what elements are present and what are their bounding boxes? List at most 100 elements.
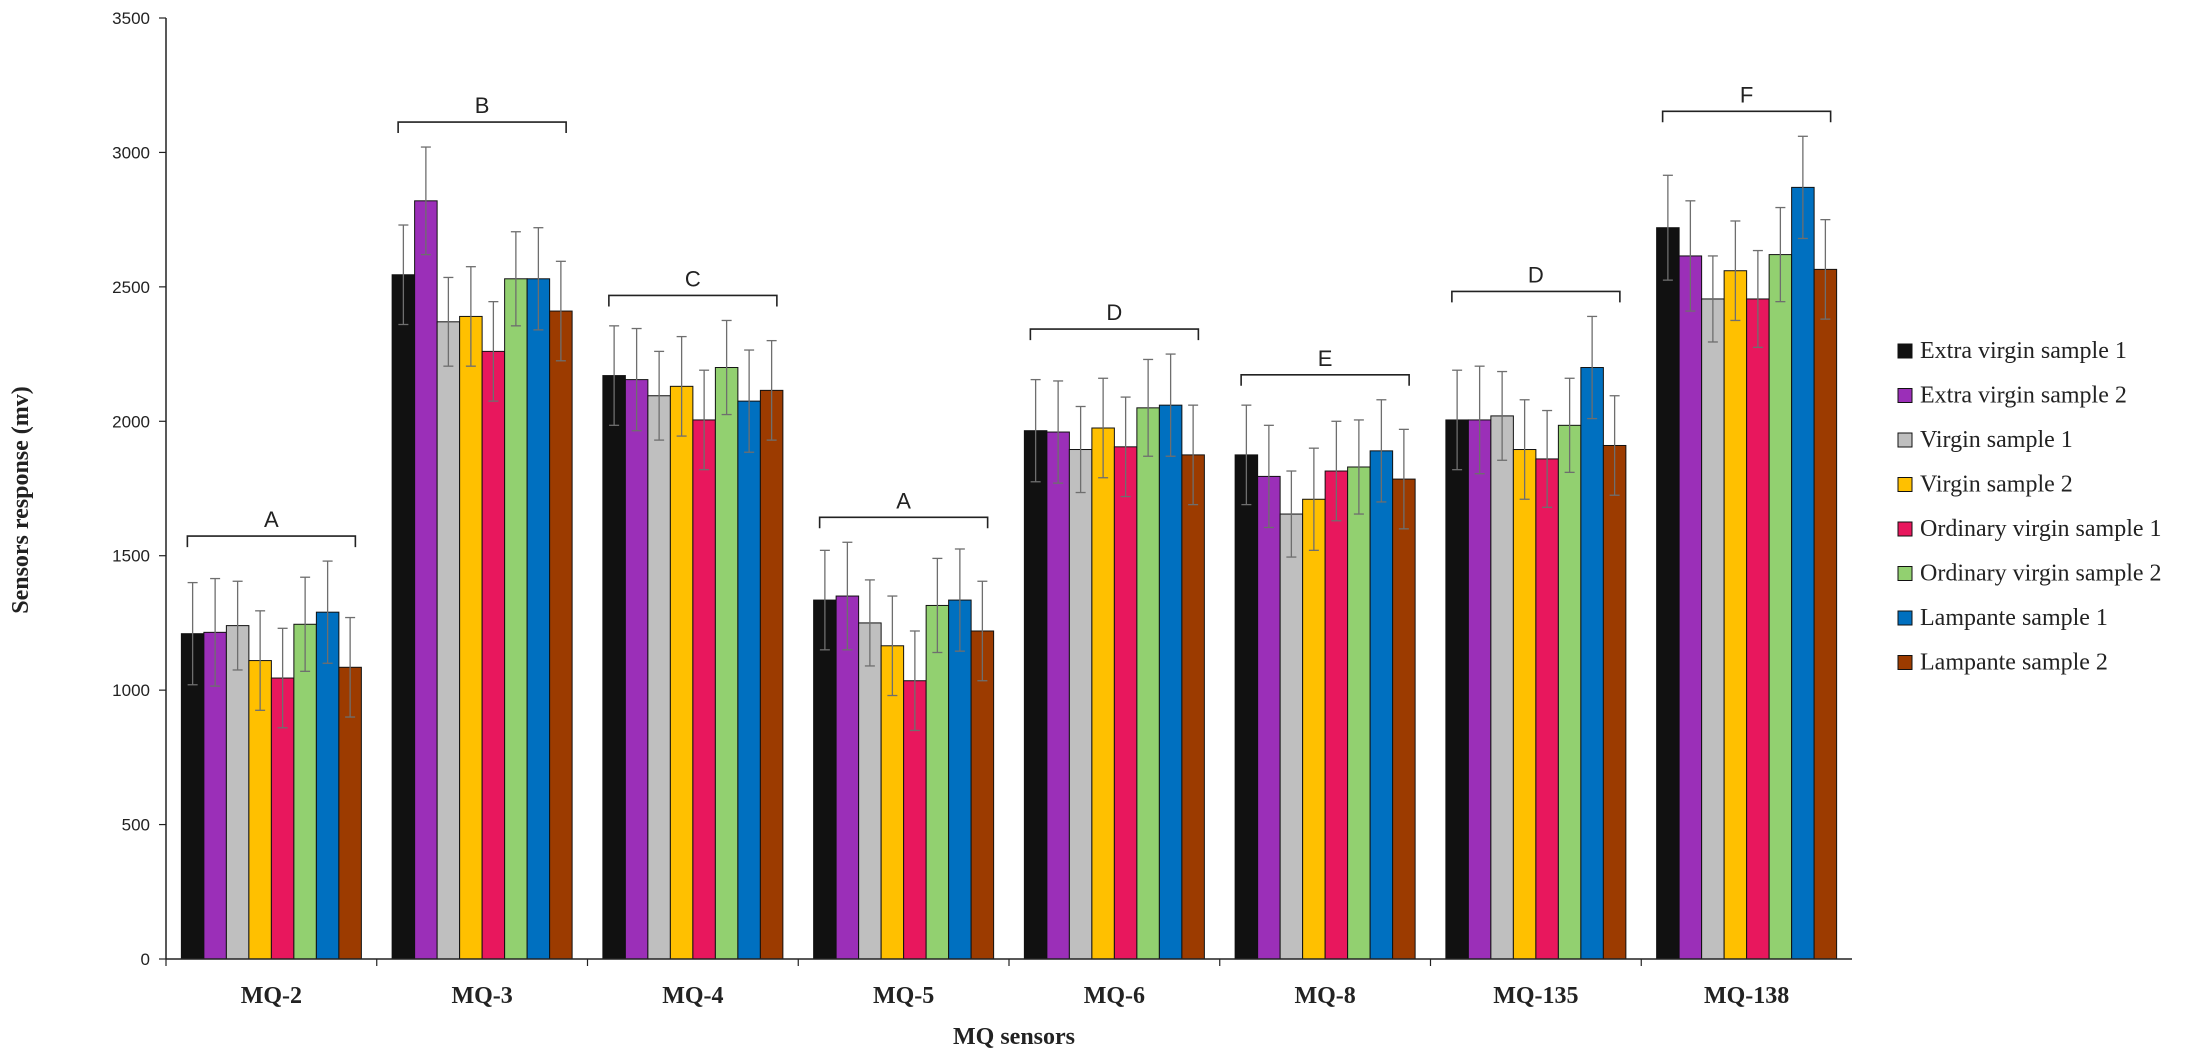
bar — [1158, 404, 1183, 960]
group-label: E — [1318, 346, 1333, 371]
bar — [1445, 419, 1469, 960]
x-axis-label: MQ sensors — [953, 1024, 1075, 1050]
legend-swatch — [1897, 432, 1913, 448]
group-bracket — [1661, 110, 1832, 123]
legend-swatch — [1897, 477, 1913, 492]
bar — [647, 395, 671, 960]
y-tick-label: 3500 — [112, 9, 150, 28]
bar — [858, 622, 882, 960]
bar — [1392, 478, 1416, 960]
y-tick-label: 1000 — [112, 681, 150, 700]
y-axis: 0 500 1000 1500 2000 2500 3000 3500 — [112, 9, 167, 969]
bar — [414, 200, 438, 960]
bar — [526, 278, 551, 960]
bar — [1324, 470, 1349, 960]
bar — [391, 274, 416, 960]
legend-swatch — [1897, 655, 1913, 670]
bar — [293, 623, 317, 960]
y-tick-label: 500 — [122, 816, 150, 835]
x-axis: MQ-2 MQ-3 MQ-4 MQ-5 MQ-6 MQ-8 MQ-135 MQ-138 — [165, 958, 1852, 1009]
bar — [1257, 475, 1281, 960]
legend-label: Lampante sample 1 — [1920, 605, 2108, 631]
x-tick-label: MQ-138 — [1704, 983, 1789, 1009]
bar — [669, 385, 694, 960]
y-tick-label: 1500 — [112, 547, 150, 566]
bar — [1091, 427, 1115, 960]
bar — [481, 350, 506, 960]
legend-label: Ordinary virgin sample 1 — [1920, 516, 2162, 542]
legend-swatch — [1897, 610, 1913, 626]
legend-label: Extra virgin sample 1 — [1920, 338, 2127, 364]
legend: Extra virgin sample 1 Extra virgin sample… — [1897, 338, 2162, 676]
bar — [1046, 431, 1070, 960]
bar — [436, 321, 461, 960]
bar — [948, 599, 972, 960]
bar — [1369, 450, 1394, 960]
bar — [504, 278, 528, 960]
bar — [1813, 268, 1838, 960]
y-tick-label: 2500 — [112, 278, 150, 297]
bar — [1723, 270, 1748, 960]
bar — [1580, 367, 1604, 960]
group-label: A — [896, 488, 911, 513]
error-bars — [187, 135, 1831, 732]
group-bracket — [608, 294, 778, 307]
bar — [835, 595, 860, 960]
legend-label: Virgin sample 1 — [1920, 427, 2073, 453]
bar — [315, 611, 340, 960]
bar — [1467, 419, 1492, 960]
legend-label: Extra virgin sample 2 — [1920, 383, 2127, 409]
group-label: A — [264, 507, 279, 532]
bar — [1746, 298, 1770, 960]
bar — [692, 419, 716, 960]
y-tick-label: 3000 — [112, 143, 150, 162]
bar — [714, 367, 739, 960]
bar — [1490, 415, 1514, 960]
group-label: D — [1106, 300, 1122, 325]
bar — [1701, 298, 1725, 960]
group-label: F — [1740, 82, 1753, 107]
legend-label: Virgin sample 2 — [1920, 472, 2073, 498]
bar — [1602, 444, 1627, 960]
y-tick-label: 2000 — [112, 412, 150, 431]
bar — [1302, 498, 1326, 960]
bar — [1136, 407, 1160, 960]
legend-swatch — [1897, 388, 1913, 403]
legend-label: Lampante sample 2 — [1920, 650, 2108, 676]
x-tick-label: MQ-6 — [1084, 983, 1145, 1009]
group-bracket — [1451, 290, 1621, 303]
bar — [225, 625, 250, 960]
group-bracket — [186, 535, 357, 548]
x-tick-label: MQ-2 — [241, 983, 302, 1009]
bar — [1557, 424, 1582, 960]
x-tick-label: MQ-3 — [451, 983, 512, 1009]
bar — [1512, 449, 1537, 960]
bar — [549, 310, 573, 960]
bar — [1234, 454, 1259, 960]
y-tick-label: 0 — [141, 950, 150, 969]
bar — [1656, 227, 1680, 960]
bar — [813, 599, 837, 960]
bar — [1535, 458, 1559, 960]
x-tick-label: MQ-135 — [1493, 983, 1578, 1009]
bar — [1181, 454, 1205, 960]
bar — [759, 389, 784, 960]
bar — [602, 375, 626, 960]
x-tick-label: MQ-5 — [873, 983, 934, 1009]
y-axis-label: Sensors response (mv) — [8, 386, 34, 614]
group-bracket — [397, 121, 567, 134]
group-brackets: A B C A D E D F — [186, 82, 1832, 548]
bar — [1347, 466, 1371, 960]
bar — [1279, 513, 1304, 960]
group-label: C — [685, 266, 701, 291]
bar — [1791, 186, 1815, 960]
legend-swatch — [1897, 521, 1913, 537]
bar — [1068, 449, 1093, 960]
legend-swatch — [1897, 343, 1913, 359]
group-bracket — [1029, 328, 1200, 341]
bar — [925, 604, 950, 960]
group-bracket — [1240, 373, 1410, 386]
bar — [459, 315, 483, 960]
x-tick-label: MQ-4 — [662, 983, 723, 1009]
